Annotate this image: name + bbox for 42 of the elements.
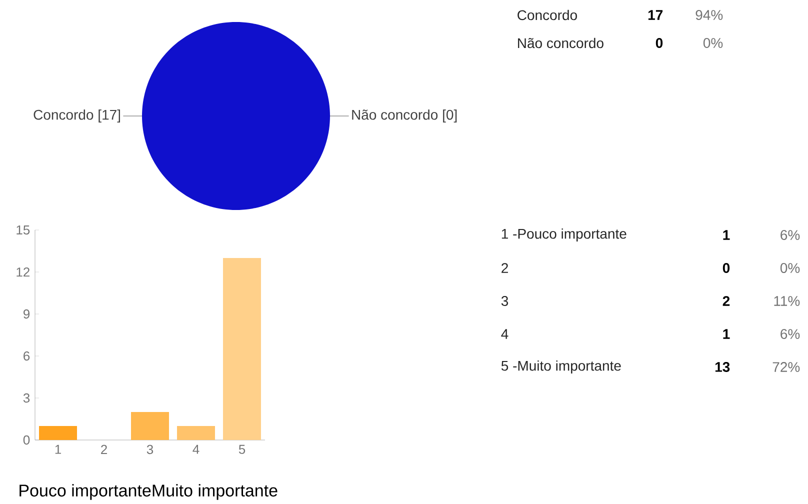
text: [0]	[443, 109, 457, 123]
text: 1	[723, 329, 730, 339]
x-tick-label: 1	[55, 444, 61, 454]
bar	[223, 258, 261, 440]
text: Muito importante	[152, 484, 278, 500]
category-label: Concordo	[518, 10, 577, 20]
bar	[131, 412, 169, 440]
text: 2	[502, 263, 508, 273]
text: 0	[656, 38, 663, 48]
text: 6%	[780, 329, 800, 339]
x-tick-label: 4	[192, 444, 200, 454]
text: 4	[501, 329, 508, 339]
y-tick-label: 6	[24, 351, 30, 361]
text: 13	[715, 362, 730, 372]
text: 5 -Muito importante	[501, 360, 621, 374]
x-tick-label: 3	[146, 444, 154, 454]
y-tick-label: 15	[16, 225, 30, 235]
text: 1	[723, 230, 730, 240]
y-tick-label: 3	[23, 393, 30, 403]
text: 1 -Pouco importante	[502, 228, 626, 242]
slice-label: Concordo	[34, 109, 94, 120]
bar	[177, 426, 215, 440]
bar	[39, 426, 78, 440]
category-label: Não concordo	[518, 38, 604, 48]
text: 2	[722, 296, 730, 306]
data-label: [17]	[98, 109, 120, 123]
y-tick-label: 0	[23, 435, 30, 445]
text: Pouco importante	[20, 484, 151, 500]
text: 6%	[780, 230, 800, 240]
x-tick-label: 2	[101, 444, 107, 454]
text: 11%	[774, 296, 800, 306]
legend-label: Não concordo	[352, 109, 438, 120]
y-tick-label: 12	[16, 267, 30, 277]
y-tick-label: 9	[24, 309, 30, 319]
text: 94%	[696, 10, 723, 20]
text: 0%	[703, 38, 723, 48]
text: 17	[648, 10, 663, 20]
x-tick-label: 5	[238, 444, 246, 454]
text: 72%	[772, 362, 800, 372]
text: 3	[501, 296, 508, 306]
text: 0	[722, 263, 730, 273]
text: 0%	[780, 263, 800, 273]
